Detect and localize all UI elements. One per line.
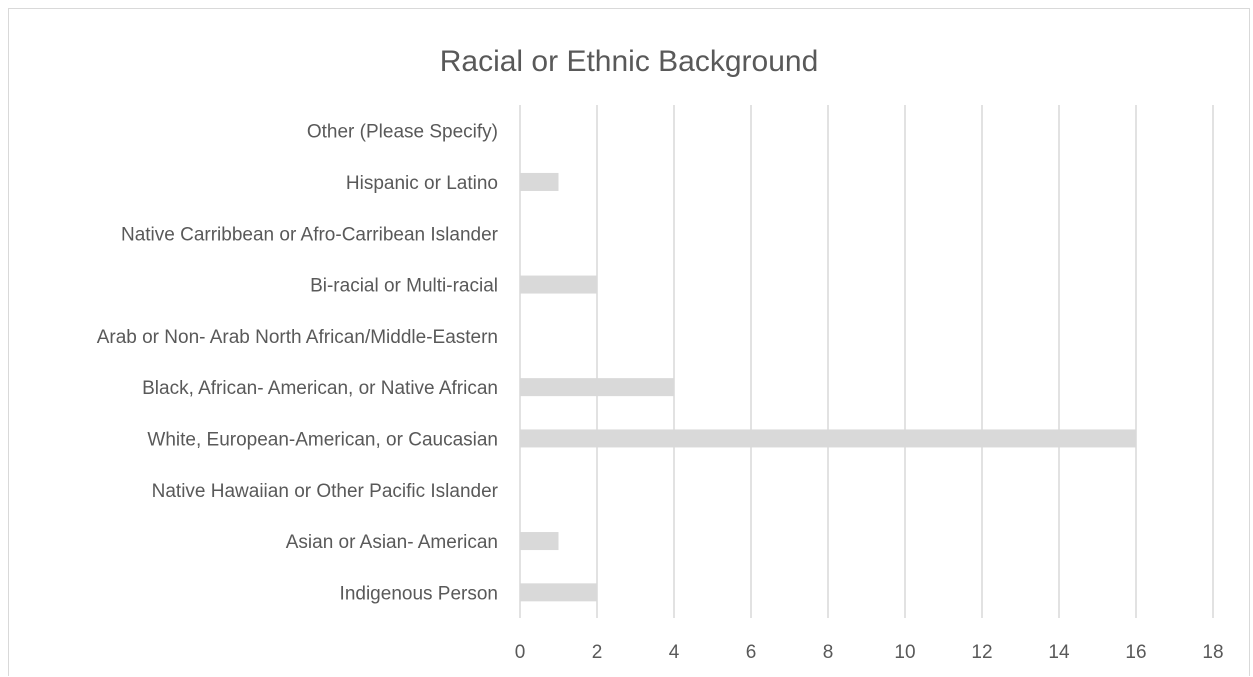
category-label: Indigenous Person [340,583,498,604]
bar [520,172,559,191]
bar [520,378,674,397]
x-tick-label: 2 [592,642,603,663]
bars [520,172,1136,602]
x-tick-label: 12 [971,642,992,663]
chart-frame: Racial or Ethnic Background [8,8,1250,676]
x-tick-label: 10 [894,642,915,663]
x-tick-label: 8 [823,642,834,663]
category-label: Hispanic or Latino [346,173,498,194]
category-label: Other (Please Specify) [307,122,498,143]
x-tick-label: 0 [515,642,526,663]
category-label: Native Carribbean or Afro-Carribean Isla… [121,224,499,245]
category-label: Bi-racial or Multi-racial [310,276,498,297]
grid-lines [519,105,1214,618]
x-tick-label: 4 [669,642,680,663]
x-tick-label: 6 [746,642,757,663]
category-label: Asian or Asian- American [286,532,498,553]
category-label: Black, African- American, or Native Afri… [142,378,498,399]
bar [520,275,597,294]
x-tick-label: 16 [1125,642,1146,663]
x-tick-label: 18 [1202,642,1223,663]
x-tick-label: 14 [1048,642,1070,663]
bar [520,429,1136,448]
category-label: Native Hawaiian or Other Pacific Islande… [152,481,499,502]
chart-title: Racial or Ethnic Background [439,45,819,78]
bar [520,583,597,602]
x-tick-labels: 0 2 4 6 8 10 12 14 16 18 [515,642,1224,663]
category-label: Arab or Non- Arab North African/Middle-E… [97,327,498,348]
category-label: White, European-American, or Caucasian [147,429,498,450]
bar [520,532,559,551]
category-labels: Other (Please Specify) Hispanic or Latino… [97,122,499,605]
